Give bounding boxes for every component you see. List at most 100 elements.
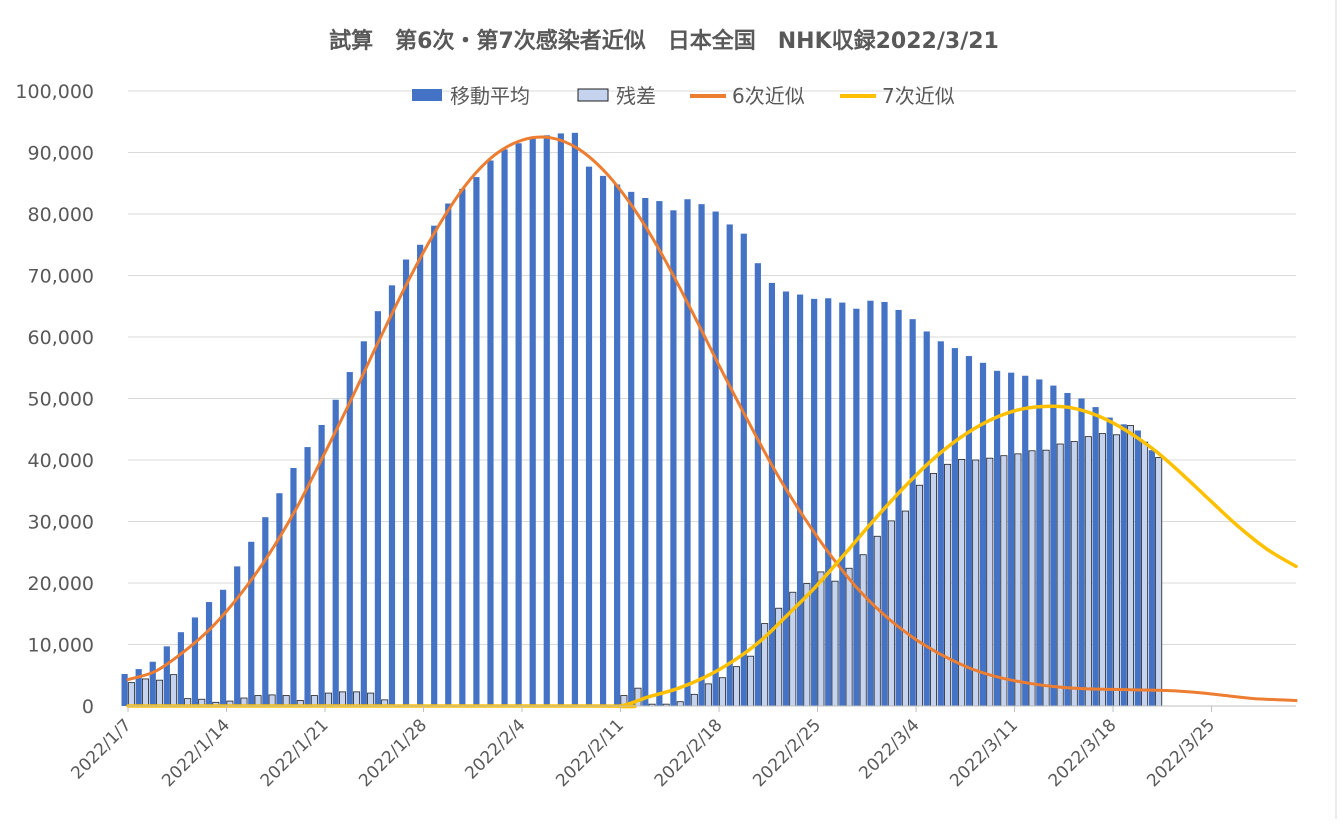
bar-moving-avg xyxy=(923,331,930,706)
bar-moving-avg xyxy=(684,199,691,707)
bar-residual xyxy=(986,457,994,707)
bar-moving-avg xyxy=(205,602,213,706)
bar-moving-avg xyxy=(121,674,128,706)
y-tick-label: 40,000 xyxy=(28,450,94,472)
bar-residual xyxy=(170,674,178,707)
bar-moving-avg xyxy=(881,301,888,706)
legend-swatch xyxy=(577,88,609,102)
bar-residual xyxy=(141,678,149,707)
bar-moving-avg xyxy=(1008,372,1015,706)
bar-residual xyxy=(803,583,811,707)
bar-residual xyxy=(873,535,881,707)
bar-moving-avg xyxy=(1064,392,1071,706)
bar-moving-avg xyxy=(740,233,747,706)
bar-moving-avg xyxy=(318,424,325,706)
bar-moving-avg xyxy=(248,541,255,706)
bar-moving-avg xyxy=(1022,375,1029,706)
bar-moving-avg xyxy=(515,143,522,706)
legend: 移動平均 残差 6次近似 7次近似 xyxy=(412,84,955,108)
bar-moving-avg xyxy=(642,198,649,706)
curve-6th-wave xyxy=(126,135,1298,702)
bar-moving-avg xyxy=(754,263,761,706)
bar-residual xyxy=(1056,443,1064,707)
curves xyxy=(126,135,1298,709)
bar-moving-avg xyxy=(304,447,311,706)
bar-residual xyxy=(324,692,332,707)
bar-residual xyxy=(1141,441,1149,707)
bar-moving-avg xyxy=(937,341,944,706)
bar-moving-avg xyxy=(543,135,550,706)
bar-moving-avg xyxy=(628,191,635,707)
bar-moving-avg xyxy=(290,467,297,706)
bar-residual xyxy=(1070,441,1078,707)
bar-moving-avg xyxy=(571,132,579,706)
bar-residual xyxy=(156,679,164,707)
bar-moving-avg xyxy=(614,184,621,707)
bar-moving-avg xyxy=(951,348,958,706)
legend-label: 残差 xyxy=(616,84,656,108)
bar-moving-avg xyxy=(585,166,593,706)
legend-label: 7次近似 xyxy=(882,84,955,108)
bar-moving-avg xyxy=(1120,424,1127,706)
y-tick-label: 100,000 xyxy=(15,81,94,103)
bar-moving-avg xyxy=(388,285,396,706)
bar-moving-avg xyxy=(656,201,663,706)
y-tick-label: 50,000 xyxy=(28,389,94,411)
bar-residual xyxy=(1000,455,1008,707)
bar-residual xyxy=(747,655,755,707)
bar-moving-avg xyxy=(417,244,424,706)
bar-moving-avg xyxy=(262,517,269,706)
bar-residual xyxy=(353,691,361,707)
bar-residual xyxy=(1127,425,1135,707)
bars xyxy=(121,132,1163,707)
bar-moving-avg xyxy=(529,137,536,706)
bar-residual xyxy=(1155,457,1163,707)
bar-residual xyxy=(127,682,135,707)
bar-residual xyxy=(733,666,741,707)
bar-moving-avg xyxy=(431,225,438,706)
bar-moving-avg xyxy=(839,302,846,706)
bar-moving-avg xyxy=(501,149,508,707)
bar-moving-avg xyxy=(557,133,564,706)
bar-moving-avg xyxy=(909,319,916,706)
bar-moving-avg xyxy=(346,372,353,706)
bar-moving-avg xyxy=(895,309,902,706)
bar-moving-avg xyxy=(599,175,607,706)
bar-moving-avg xyxy=(220,589,227,706)
bar-residual xyxy=(944,463,952,707)
bar-moving-avg xyxy=(670,210,677,706)
bar-residual xyxy=(845,567,853,707)
bar-moving-avg xyxy=(149,661,156,706)
bar-moving-avg xyxy=(712,211,719,707)
bar-moving-avg xyxy=(163,646,170,706)
legend-residual: 残差 xyxy=(577,84,656,108)
bar-residual xyxy=(1014,453,1022,707)
bar-residual xyxy=(958,458,966,707)
bar-moving-avg xyxy=(698,204,705,706)
bar-moving-avg xyxy=(332,399,339,706)
bar-residual xyxy=(817,571,825,707)
bar-residual xyxy=(718,677,726,707)
bar-moving-avg xyxy=(993,370,1001,706)
bar-moving-avg xyxy=(979,362,987,706)
bar-moving-avg xyxy=(191,617,199,706)
y-tick-label: 90,000 xyxy=(28,143,94,165)
y-tick-label: 60,000 xyxy=(28,327,94,349)
bar-moving-avg xyxy=(487,160,494,706)
bar-residual xyxy=(704,683,712,707)
bar-moving-avg xyxy=(1106,417,1113,706)
bar-residual xyxy=(930,473,938,707)
bar-moving-avg xyxy=(360,341,367,706)
bar-moving-avg xyxy=(1134,430,1141,706)
bar-moving-avg xyxy=(782,291,790,706)
legend-moving-avg: 移動平均 xyxy=(412,84,530,108)
bar-residual xyxy=(901,510,909,707)
legend-label: 6次近似 xyxy=(732,84,805,108)
y-tick-label: 10,000 xyxy=(28,635,94,657)
bar-moving-avg xyxy=(1078,398,1085,706)
y-tick-label: 30,000 xyxy=(28,512,94,534)
bar-residual xyxy=(915,484,923,707)
bar-residual xyxy=(676,701,684,707)
bar-moving-avg xyxy=(276,493,283,706)
